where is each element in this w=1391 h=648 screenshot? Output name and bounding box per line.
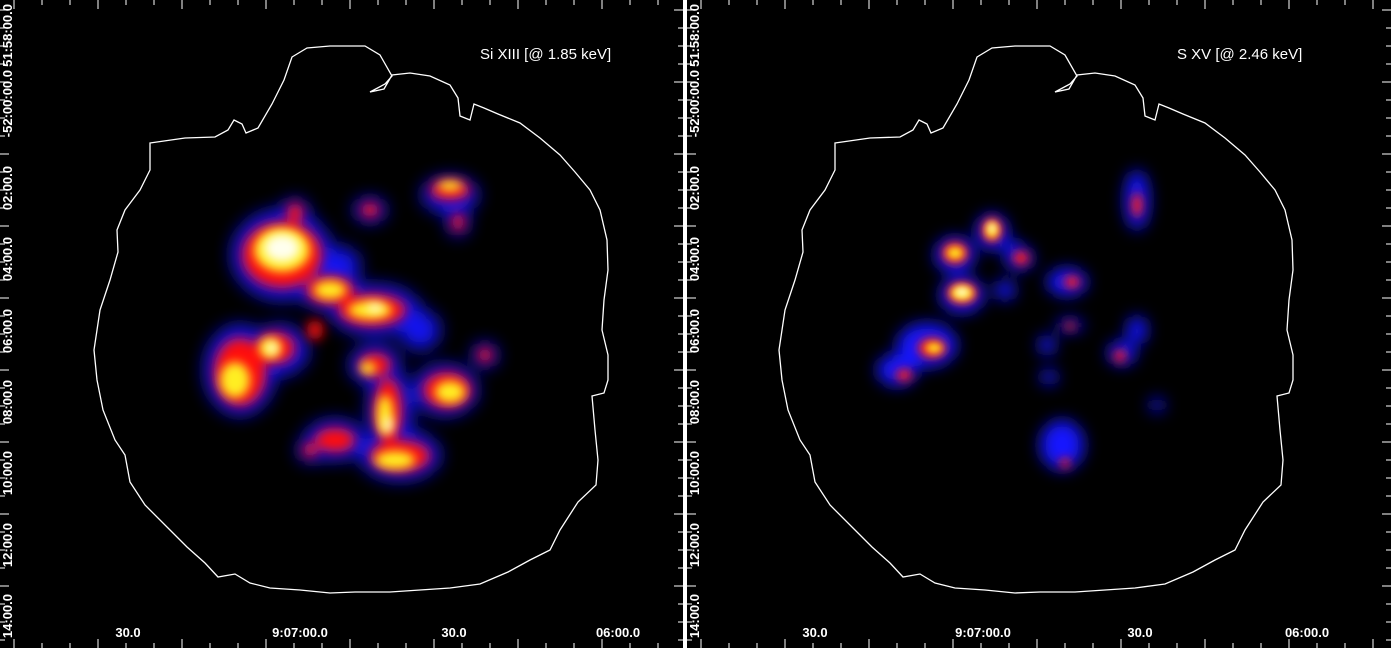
axis-ticks [687, 0, 1391, 648]
y-tick-label: 02:00.0 [687, 166, 702, 211]
y-tick-label: 06:00.0 [0, 309, 15, 354]
x-tick-label: 30.0 [115, 625, 141, 640]
y-tick-label: 12:00.0 [0, 523, 15, 568]
y-tick-label: 14:00.0 [687, 594, 702, 639]
si-xiii-map [0, 0, 683, 648]
y-tick-label: 10:00.0 [687, 451, 702, 496]
x-tick-label: 06:00.0 [595, 625, 641, 640]
y-tick-label: 10:00.0 [0, 451, 15, 496]
emission-halo [877, 170, 1164, 470]
y-tick-label: 04:00.0 [0, 237, 15, 282]
x-tick-label: 30.0 [441, 625, 467, 640]
x-tick-label: 30.0 [802, 625, 828, 640]
panel-title: S XV [@ 2.46 keV] [1177, 46, 1303, 63]
y-tick-label: 02:00.0 [0, 166, 15, 211]
x-tick-label: 9:07:00.0 [955, 625, 1011, 640]
panel-title: Si XIII [@ 1.85 keV] [480, 46, 612, 63]
y-tick-label: 12:00.0 [687, 523, 702, 568]
emission-peak [264, 234, 392, 433]
s-xv-image-panel: S XV [@ 2.46 keV] 30.0 9:07:00.0 30.0 06… [687, 0, 1391, 648]
remnant-contour [778, 45, 1294, 594]
y-tick-label: 51:58:00.0 [0, 4, 15, 67]
x-tick-label: 30.0 [1127, 625, 1153, 640]
y-tick-label: -52:00:00.0 [0, 70, 15, 138]
y-tick-label: 14:00.0 [0, 594, 15, 639]
axis-ticks [0, 0, 683, 648]
emission-peak [956, 223, 995, 296]
emission-mid [896, 193, 1142, 468]
si-xiii-image-panel: Si XIII [@ 1.85 keV] 30.0 9:07:00.0 30.0… [0, 0, 683, 648]
y-tick-label: -52:00:00.0 [687, 70, 702, 138]
y-tick-label: 08:00.0 [687, 380, 702, 425]
x-tick-label: 9:07:00.0 [272, 625, 328, 640]
s-xv-map [687, 0, 1391, 648]
y-tick-label: 08:00.0 [0, 380, 15, 425]
x-tick-label: 06:00.0 [1284, 625, 1330, 640]
y-tick-label: 51:58:00.0 [687, 4, 702, 67]
remnant-contour [93, 45, 609, 594]
y-tick-label: 06:00.0 [687, 309, 702, 354]
y-tick-label: 04:00.0 [687, 237, 702, 282]
